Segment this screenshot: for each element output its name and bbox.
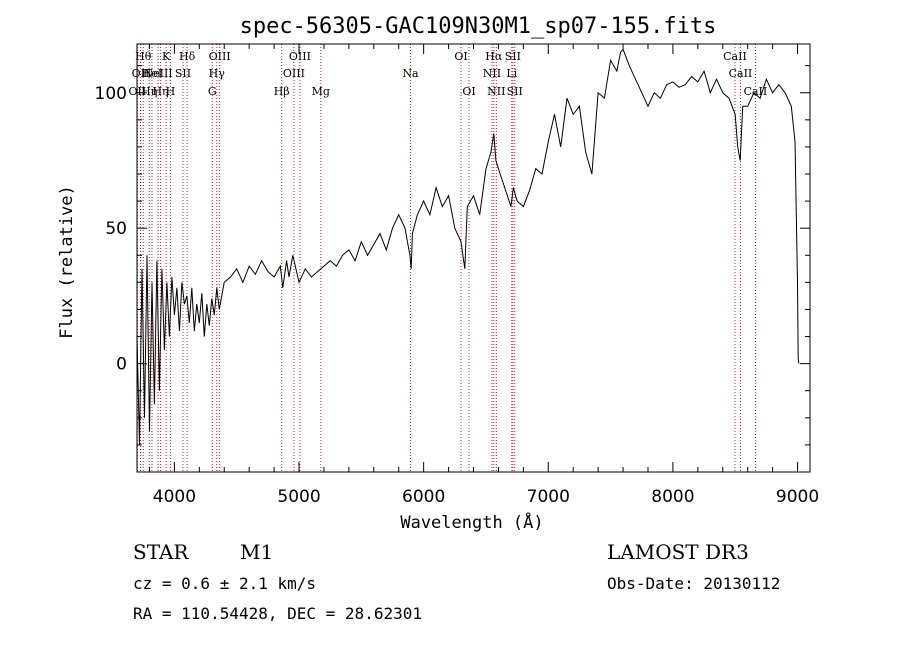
axis-ticks xyxy=(137,44,810,473)
x-tick-label: 9000 xyxy=(776,487,819,507)
x-axis-label: Wavelength (Å) xyxy=(400,511,543,533)
line-label-18: Na xyxy=(402,67,419,80)
line-label-5: NeIII xyxy=(143,67,172,80)
line-label-15: OIII xyxy=(283,67,305,80)
line-label-28: CaII xyxy=(729,67,753,80)
spectrum-series-line xyxy=(136,48,800,445)
line-label-7: K xyxy=(162,50,171,63)
line-label-1: OII xyxy=(132,67,150,80)
spectral-line-markers xyxy=(136,44,756,472)
x-tick-label: 7000 xyxy=(527,487,570,507)
redshift-readout: cz = 0.6 ± 2.1 km/s xyxy=(133,574,317,593)
line-label-13: OIII xyxy=(209,50,231,63)
x-tick-label: 6000 xyxy=(402,487,445,507)
sky-coordinates: RA = 110.54428, DEC = 28.62301 xyxy=(133,604,422,623)
object-class: STAR xyxy=(133,540,189,564)
line-label-26: SII xyxy=(507,85,523,98)
line-label-25: SII xyxy=(505,50,521,63)
x-tick-label: 4000 xyxy=(153,487,196,507)
line-label-14: Hβ xyxy=(274,85,290,98)
line-label-16: OIII xyxy=(289,50,311,63)
line-label-27: CaII xyxy=(723,50,747,63)
object-subclass: M1 xyxy=(240,540,274,564)
axis-tick-labels: 4000 5000 6000 7000 8000 9000 0 50 100 xyxy=(95,84,820,507)
line-label-9: SII xyxy=(175,67,191,80)
chart-title: spec-56305-GAC109N30M1_sp07-155.fits xyxy=(240,14,717,39)
plot-frame xyxy=(136,43,811,473)
line-label-8: H xyxy=(166,85,176,98)
line-label-20: OI xyxy=(462,85,475,98)
spectral-line-labels: OIIOIIHθHηHeINeIIIHηKHSIIHδGHγOIIIHβOIII… xyxy=(129,50,768,98)
x-tick-label: 5000 xyxy=(277,487,320,507)
line-label-24: Li xyxy=(506,67,517,80)
observation-date: Obs-Date: 20130112 xyxy=(607,574,781,593)
line-label-21: NII xyxy=(483,67,501,80)
line-label-4: HeI xyxy=(142,67,162,80)
line-label-3: Hη xyxy=(141,85,157,98)
line-label-2: Hθ xyxy=(135,50,152,63)
line-label-19: OI xyxy=(454,50,467,63)
line-label-6: Hη xyxy=(152,85,168,98)
line-label-22: Hα xyxy=(485,50,503,63)
line-label-17: Mg xyxy=(312,85,330,98)
x-tick-label: 8000 xyxy=(651,487,694,507)
y-tick-label: 50 xyxy=(105,219,127,239)
line-label-12: Hγ xyxy=(209,67,226,80)
y-tick-label: 100 xyxy=(95,84,127,104)
survey-name: LAMOST DR3 xyxy=(607,540,749,564)
line-label-10: Hδ xyxy=(179,50,196,63)
line-label-11: G xyxy=(208,85,217,98)
y-tick-label: 0 xyxy=(116,355,127,375)
line-label-23: NII xyxy=(487,85,505,98)
y-axis-label: Flux (relative) xyxy=(57,185,77,339)
